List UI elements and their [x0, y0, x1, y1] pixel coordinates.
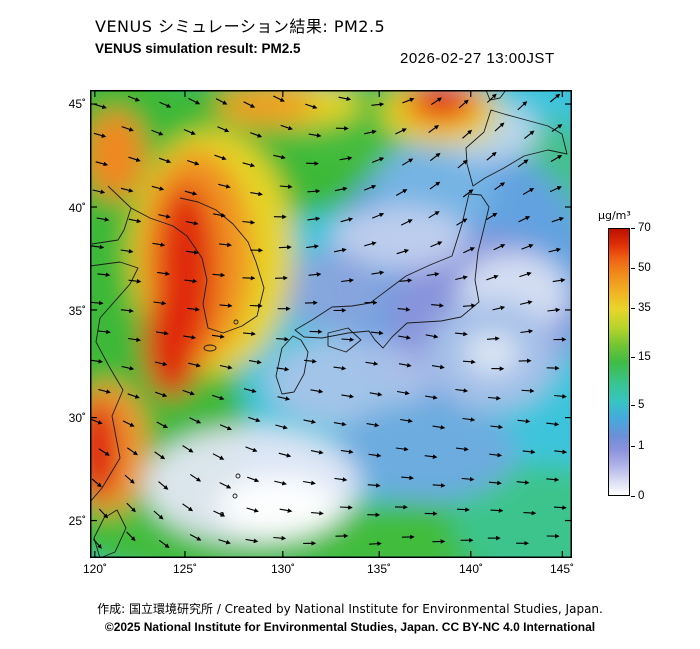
colorbar-tick-label: 0: [638, 490, 645, 502]
figure-title-english: VENUS simulation result: PM2.5: [95, 41, 301, 56]
lat-tick-label: 35˚: [68, 304, 86, 318]
pm25-concentration-field: [90, 90, 572, 558]
colorbar-tick: [631, 228, 635, 229]
colorbar-tick: [631, 357, 635, 358]
colorbar-tick-label: 1: [638, 440, 645, 452]
lat-tick-label: 40˚: [68, 201, 86, 215]
lat-tick-label: 30˚: [68, 411, 86, 425]
colorbar-tick-label: 70: [638, 222, 651, 234]
lon-tick-label: 140˚: [458, 562, 484, 576]
pm25-map-canvas: [90, 90, 572, 558]
lon-tick-label: 125˚: [172, 562, 198, 576]
pm25-map: [90, 90, 572, 558]
colorbar-unit-label: μg/m³: [598, 209, 631, 222]
lon-tick-label: 145˚: [549, 562, 575, 576]
lon-tick-label: 120˚: [82, 562, 108, 576]
colorbar-tick: [631, 268, 635, 269]
colorbar-tick-label: 15: [638, 351, 651, 363]
colorbar-tick-label: 5: [638, 399, 645, 411]
colorbar-tick: [631, 405, 635, 406]
colorbar: [608, 228, 630, 496]
lat-tick-label: 45˚: [68, 97, 86, 111]
timestamp: 2026-02-27 13:00JST: [400, 50, 555, 67]
license-line: ©2025 National Institute for Environment…: [104, 620, 596, 634]
colorbar-tick-label: 35: [638, 302, 651, 314]
colorbar-tick: [631, 308, 635, 309]
colorbar-tick: [631, 496, 635, 497]
figure-title-japanese: VENUS シミュレーション結果: PM2.5: [95, 17, 386, 36]
coastlines: [90, 90, 568, 558]
map-frame: [90, 90, 572, 558]
colorbar-tick-label: 50: [638, 262, 651, 274]
colorbar-tick: [631, 446, 635, 447]
lon-tick-label: 135˚: [366, 562, 392, 576]
lon-tick-label: 130˚: [270, 562, 296, 576]
wind-vectors: [90, 93, 568, 549]
credit-line: 作成: 国立環境研究所 / Created by National Instit…: [97, 602, 603, 616]
lat-tick-label: 25˚: [68, 514, 86, 528]
